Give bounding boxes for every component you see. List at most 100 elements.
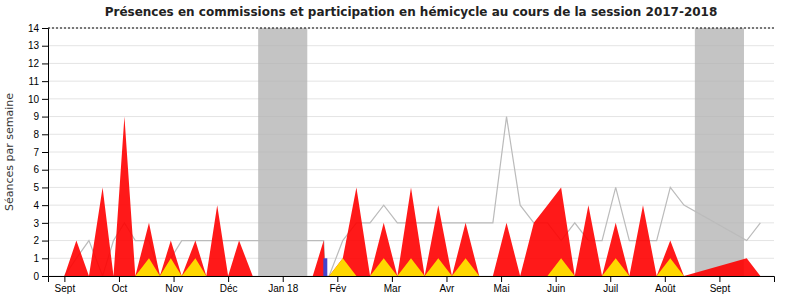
grid-line: [48, 28, 774, 29]
tick: Nov: [165, 276, 183, 294]
axis-line: [42, 29, 49, 277]
tick: 10: [28, 94, 48, 105]
tick: 0: [33, 271, 48, 282]
reference-line: [48, 28, 774, 29]
tick-mark: [42, 170, 48, 171]
tick: Fév: [329, 276, 346, 294]
tick-mark: [42, 152, 48, 153]
tick-mark: [64, 276, 65, 282]
tick-label: Sept: [710, 283, 731, 294]
tick-mark: [42, 276, 48, 277]
tick-mark: [556, 276, 557, 282]
tick: 7: [33, 147, 48, 158]
tick-mark: [337, 276, 338, 282]
tick: Avr: [440, 276, 455, 294]
grid-line: [48, 134, 774, 135]
tick-mark: [42, 205, 48, 206]
shaded-region: [695, 28, 744, 276]
tick-mark: [665, 276, 666, 282]
grid-line: [48, 152, 774, 153]
tick-label: Mai: [494, 283, 510, 294]
line: [64, 117, 760, 276]
tick-mark: [228, 276, 229, 282]
tick-label: 6: [33, 164, 39, 175]
tick-label: 11: [29, 76, 40, 87]
tick-mark: [42, 241, 48, 242]
tick: 4: [33, 200, 48, 211]
grid-line: [48, 169, 774, 170]
y-axis: 01234567891011121314: [28, 23, 49, 282]
tick-mark: [42, 63, 48, 64]
tick-label: 10: [28, 94, 40, 105]
tick-label: 1: [33, 253, 39, 264]
tick-mark: [42, 223, 48, 224]
plot-area: [64, 28, 760, 276]
tick: 3: [33, 218, 48, 229]
tick-label: 7: [33, 147, 39, 158]
tick: 1: [33, 253, 48, 264]
tick-mark: [42, 28, 48, 29]
shaded-region: [258, 28, 307, 276]
tick-label: Nov: [165, 283, 183, 294]
tick-mark: [446, 276, 447, 282]
chart: SeptOctNovDécJan 18FévMarAvrMaiJuinJuilA…: [0, 0, 790, 300]
area: [64, 117, 760, 276]
tick: 12: [28, 58, 48, 69]
axis-line: [49, 277, 775, 283]
tick-label: 13: [28, 40, 40, 51]
tick-mark: [42, 134, 48, 135]
tick: Juil: [603, 276, 618, 294]
area: [64, 258, 760, 276]
title: Présences en commissions et participatio…: [105, 5, 718, 19]
tick: 5: [33, 182, 48, 193]
tick-label: Jan 18: [268, 283, 298, 294]
tick-mark: [119, 276, 120, 282]
tick-label: Août: [655, 283, 676, 294]
tick: Août: [655, 276, 676, 294]
tick-mark: [719, 276, 720, 282]
tick: 6: [33, 164, 48, 175]
tick: Mar: [384, 276, 402, 294]
tick-mark: [42, 81, 48, 82]
tick-mark: [42, 46, 48, 47]
tick-label: Sept: [55, 283, 76, 294]
tick: 14: [28, 23, 48, 34]
tick: 9: [33, 111, 48, 122]
grid-line: [48, 45, 774, 46]
tick-label: 12: [28, 58, 40, 69]
tick-label: Fév: [329, 283, 346, 294]
x-axis: SeptOctNovDécJan 18FévMarAvrMaiJuinJuilA…: [49, 276, 775, 294]
tick-label: 0: [33, 271, 39, 282]
tick: 11: [29, 76, 48, 87]
tick-mark: [42, 117, 48, 118]
y-axis-title: Séances par semaine: [3, 93, 16, 211]
tick-label: 5: [33, 182, 39, 193]
tick: Jan 18: [268, 276, 298, 294]
tick-mark: [42, 258, 48, 259]
tick-mark: [283, 276, 284, 282]
tick-mark: [610, 276, 611, 282]
tick-label: Mar: [384, 283, 402, 294]
tick: Déc: [220, 276, 238, 294]
grid-line: [48, 116, 774, 117]
tick-label: Déc: [220, 283, 238, 294]
tick: Sept: [710, 276, 731, 294]
tick-mark: [501, 276, 502, 282]
tick-mark: [392, 276, 393, 282]
tick: Juin: [547, 276, 565, 294]
tick-mark: [42, 187, 48, 188]
grid-line: [48, 81, 774, 82]
tick-mark: [42, 99, 48, 100]
tick-label: 14: [28, 23, 40, 34]
tick-mark: [174, 276, 175, 282]
tick: Sept: [55, 276, 76, 294]
tick-label: 8: [33, 129, 39, 140]
tick-label: 9: [33, 111, 39, 122]
tick: 8: [33, 129, 48, 140]
tick: 13: [28, 40, 48, 51]
grid-line: [48, 98, 774, 99]
tick-label: Avr: [440, 283, 455, 294]
bar: [323, 258, 327, 276]
tick-label: Juil: [603, 283, 618, 294]
tick: Mai: [494, 276, 510, 294]
